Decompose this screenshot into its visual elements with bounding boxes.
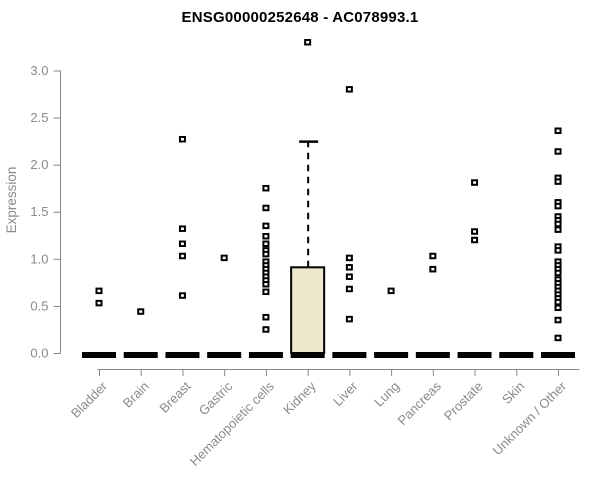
median-bar	[374, 352, 409, 358]
median-bar	[332, 352, 367, 358]
x-tick-label: Brain	[120, 379, 152, 411]
data-point	[262, 250, 270, 258]
median-bar	[457, 352, 492, 358]
x-tick-label: Bladder	[68, 378, 111, 421]
data-point	[471, 179, 479, 186]
x-tick-label: Skin	[499, 379, 527, 407]
data-point	[95, 299, 103, 307]
data-point	[262, 204, 270, 212]
data-point	[554, 127, 562, 135]
data-point	[345, 273, 353, 280]
data-point	[554, 304, 562, 312]
y-tick-label: 1.5	[30, 204, 48, 219]
data-point	[262, 288, 270, 296]
data-point	[345, 254, 353, 262]
data-point	[554, 247, 562, 254]
data-point	[345, 86, 353, 93]
x-tick-label: Lung	[371, 379, 402, 410]
data-point	[137, 308, 145, 315]
data-point	[554, 226, 562, 233]
data-point	[345, 285, 353, 293]
data-point	[554, 148, 562, 155]
chart-title: ENSG00000252648 - AC078993.1	[181, 9, 419, 26]
data-point	[220, 254, 228, 262]
x-tick-label: Gastric	[196, 378, 236, 418]
data-point	[471, 228, 479, 235]
y-tick-label: 0.0	[30, 346, 48, 361]
data-point	[262, 240, 270, 248]
median-bar	[248, 352, 283, 358]
y-tick-label: 3.0	[30, 63, 48, 78]
data-point	[387, 287, 395, 295]
data-point	[262, 222, 270, 230]
data-point	[304, 38, 312, 46]
median-bar	[123, 352, 158, 358]
data-point	[345, 315, 353, 323]
data-point	[554, 220, 562, 228]
data-point	[554, 334, 562, 342]
x-tick-label: Breast	[156, 378, 193, 415]
median-bar	[165, 352, 200, 358]
median-bar	[499, 352, 534, 358]
data-point	[178, 252, 186, 260]
data-point	[262, 281, 270, 288]
data-point	[554, 202, 562, 210]
data-point	[178, 135, 186, 143]
median-bar	[415, 352, 450, 358]
box-iqr	[290, 266, 326, 354]
x-tick-label: Pancreas	[395, 378, 445, 428]
data-point	[429, 265, 437, 273]
y-tick-label: 0.5	[30, 298, 48, 313]
x-tick-label: Prostate	[441, 379, 486, 424]
data-point	[262, 313, 270, 321]
median-bar	[207, 352, 242, 358]
x-tick-label: Liver	[330, 378, 361, 409]
median-bar	[541, 352, 576, 358]
x-tick-label: Kidney	[280, 378, 319, 417]
y-tick-label: 1.0	[30, 251, 48, 266]
median-bar	[82, 352, 116, 358]
data-point	[262, 232, 270, 240]
data-point	[554, 298, 562, 306]
data-point	[178, 225, 186, 232]
data-point	[262, 184, 270, 192]
y-tick-label: 2.0	[30, 157, 48, 172]
y-axis-label: Expression	[4, 167, 19, 234]
data-point	[95, 287, 103, 295]
y-tick-label: 2.5	[30, 110, 48, 125]
x-tick-label: Unknown / Other	[490, 378, 570, 458]
median-bar	[290, 352, 325, 358]
data-point	[554, 178, 562, 185]
data-point	[178, 240, 186, 248]
data-point	[262, 326, 270, 333]
data-point	[554, 269, 562, 277]
data-point	[178, 292, 186, 299]
data-point	[471, 236, 479, 244]
data-point	[554, 316, 562, 324]
data-point	[345, 264, 353, 271]
data-point	[429, 252, 437, 260]
